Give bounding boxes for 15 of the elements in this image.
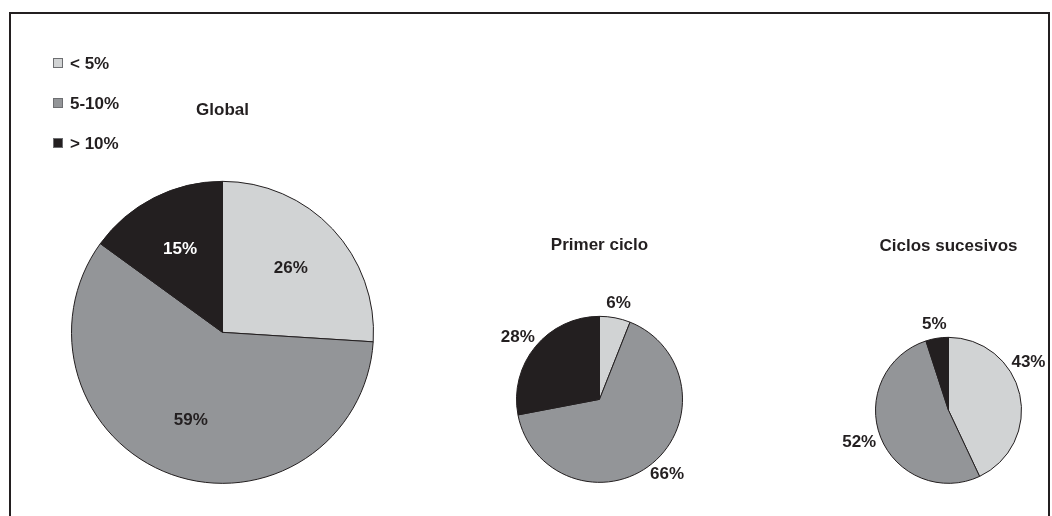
text: Global [196,99,249,119]
data-label: 6% [606,293,631,313]
data-label: 66% [650,464,685,484]
legend-label: 5-10% [70,94,120,113]
chart-title: Ciclos sucesivos [879,235,1018,255]
legend-label: > 10% [70,134,119,153]
data-label: 15% [162,238,198,258]
data-label: 26% [273,257,308,277]
data-label: 28% [500,326,535,346]
chart-title: Primer ciclo [550,234,649,254]
data-label: 59% [173,410,208,430]
data-label: 52% [842,432,877,452]
data-label: 5% [921,313,947,333]
legend-label: < 5% [70,54,110,73]
data-label: 43% [1011,351,1046,371]
